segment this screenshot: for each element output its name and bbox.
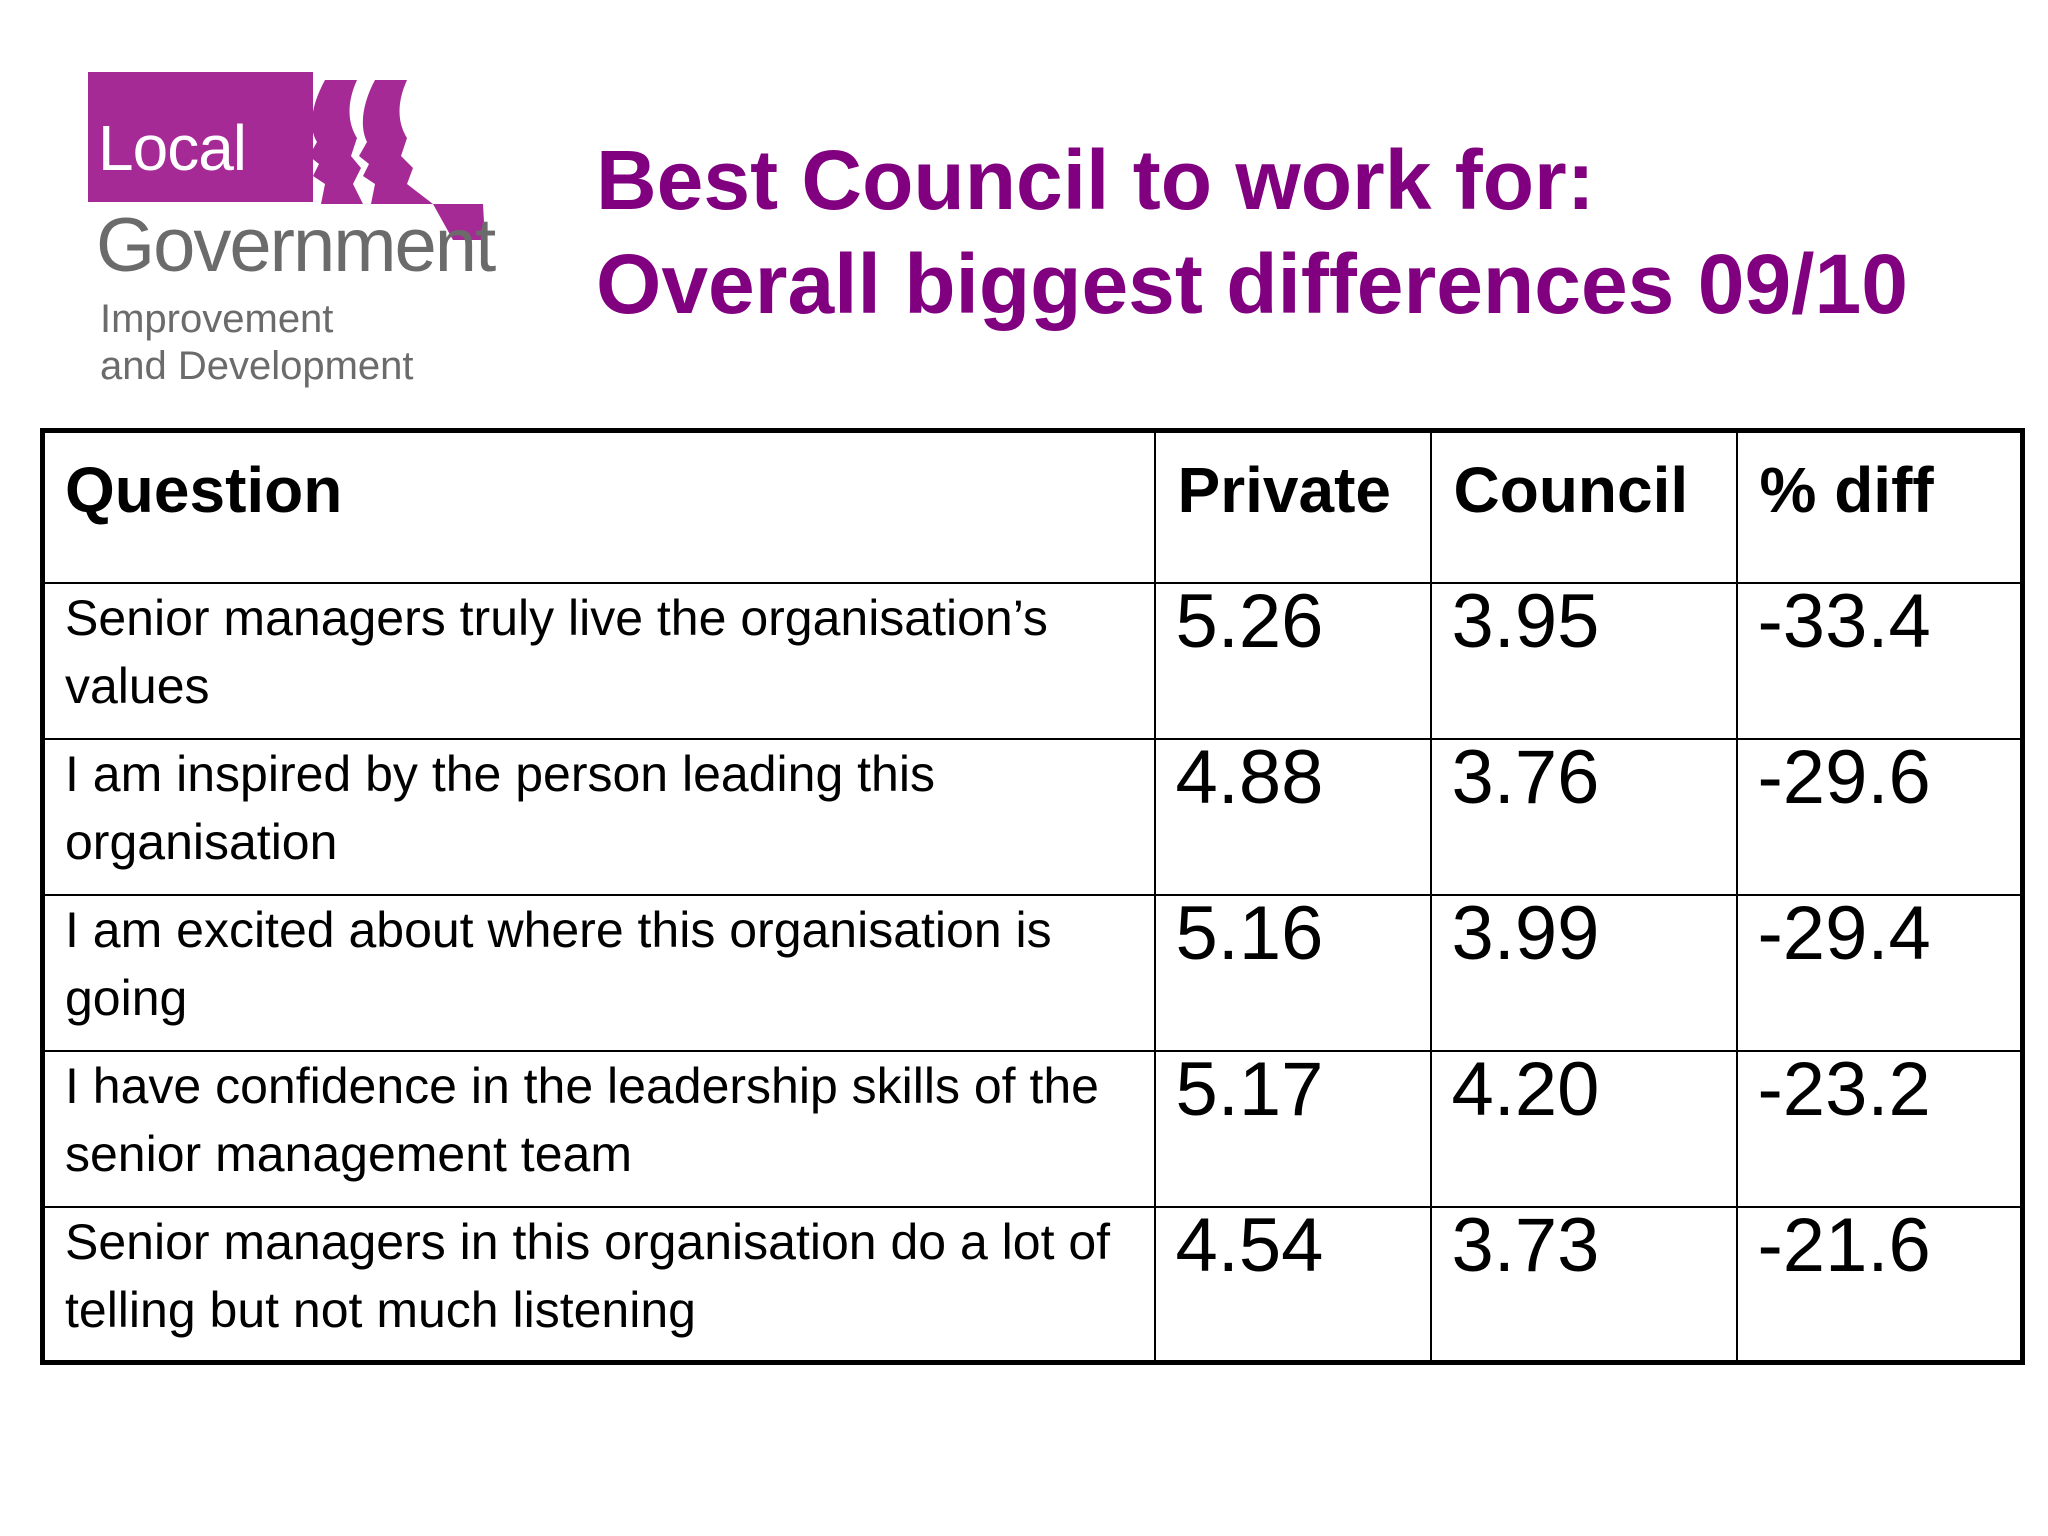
- question-cell: Senior managers truly live the organisat…: [41, 581, 1156, 740]
- private-score-cell: 5.26: [1153, 581, 1432, 740]
- percent-diff-cell: -33.4: [1735, 581, 2024, 740]
- percent-diff-cell: -23.2: [1735, 1049, 2024, 1208]
- council-score-cell: 3.95: [1429, 581, 1738, 740]
- slide-title: Best Council to work for: Overall bigges…: [596, 128, 2036, 336]
- private-score-cell: 4.54: [1153, 1205, 1432, 1364]
- table-row: I am inspired by the person leading this…: [41, 737, 2024, 896]
- slide-title-line-2: Overall biggest differences 09/10: [596, 237, 1908, 331]
- percent-diff-cell: -29.4: [1735, 893, 2024, 1052]
- question-cell: I am excited about where this organisati…: [41, 893, 1156, 1052]
- table-row: I have confidence in the leadership skil…: [41, 1049, 2024, 1208]
- organisation-logo: Local Government Improvement and Develop…: [88, 72, 548, 392]
- council-score-cell: 3.73: [1429, 1205, 1738, 1364]
- header-private: Private: [1153, 429, 1432, 584]
- table-row: I am excited about where this organisati…: [41, 893, 2024, 1052]
- question-cell: I am inspired by the person leading this…: [41, 737, 1156, 896]
- question-cell: Senior managers in this organisation do …: [41, 1205, 1156, 1364]
- slide-title-line-1: Best Council to work for:: [596, 133, 1595, 227]
- question-cell: I have confidence in the leadership skil…: [41, 1049, 1156, 1208]
- logo-word-government: Government: [96, 203, 496, 288]
- logo-subtitle-development: and Development: [100, 344, 414, 388]
- header-council: Council: [1429, 429, 1738, 584]
- table-header-row: Question Private Council % diff: [41, 429, 2024, 584]
- header-percent-diff: % diff: [1735, 429, 2024, 584]
- header-question: Question: [41, 429, 1156, 584]
- table-row: Senior managers in this organisation do …: [41, 1205, 2024, 1364]
- percent-diff-cell: -21.6: [1735, 1205, 2024, 1364]
- logo-purple-block: Local: [88, 72, 313, 202]
- private-score-cell: 5.16: [1153, 893, 1432, 1052]
- private-score-cell: 4.88: [1153, 737, 1432, 896]
- council-score-cell: 4.20: [1429, 1049, 1738, 1208]
- results-table: Question Private Council % diff Senior m…: [40, 428, 2025, 1365]
- percent-diff-cell: -29.6: [1735, 737, 2024, 896]
- faces-silhouette-icon: [309, 80, 485, 240]
- council-score-cell: 3.76: [1429, 737, 1738, 896]
- logo-subtitle-improvement: Improvement: [100, 297, 334, 341]
- logo-word-local: Local: [98, 112, 247, 184]
- table-row: Senior managers truly live the organisat…: [41, 581, 2024, 740]
- private-score-cell: 5.17: [1153, 1049, 1432, 1208]
- council-score-cell: 3.99: [1429, 893, 1738, 1052]
